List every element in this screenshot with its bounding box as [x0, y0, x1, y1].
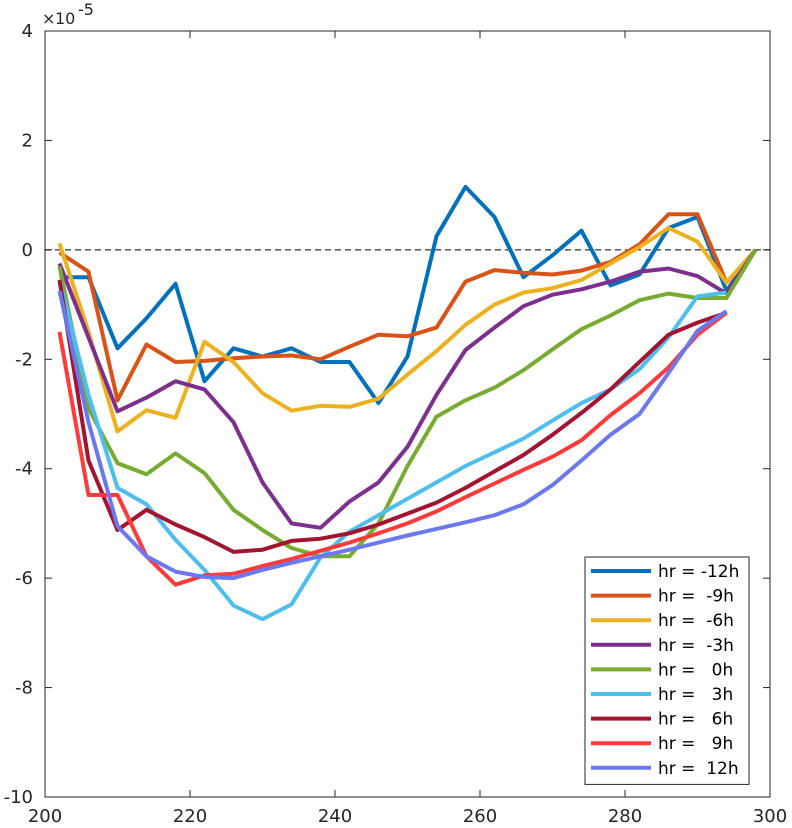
legend-label: hr = 6h — [658, 710, 733, 730]
x-tick-label: 240 — [318, 806, 352, 827]
y-axis-exponent: × 10 -5 — [42, 0, 94, 28]
series-line — [58, 212, 757, 403]
series-lines — [57, 184, 758, 622]
series-line — [59, 184, 758, 406]
series-line — [57, 248, 758, 559]
legend-label: hr = 0h — [658, 660, 733, 680]
legend-label: hr = -9h — [658, 587, 734, 607]
series-line — [57, 311, 728, 587]
x-tick-label: 200 — [28, 806, 62, 827]
y-exponent-power: -5 — [78, 0, 94, 19]
axes — [44, 30, 771, 798]
x-tick-label: 220 — [173, 806, 207, 827]
y-tick-label: 0 — [22, 240, 33, 261]
legend-label: hr = 12h — [658, 759, 739, 779]
y-tick-label: -10 — [4, 787, 33, 808]
y-tick-label: -6 — [15, 568, 33, 589]
legend: hr = -12h hr = -9h hr = -6h hr = -3h hr = 0h… — [584, 556, 750, 785]
y-tick-label: 4 — [22, 21, 33, 42]
axes-box — [44, 30, 771, 798]
y-tick-label: -4 — [15, 459, 33, 480]
x-tick-label: 280 — [608, 806, 642, 827]
legend-label: hr = 9h — [658, 734, 733, 754]
x-tick-label: 300 — [753, 806, 787, 827]
x-tick-label: 260 — [463, 806, 497, 827]
tick-labels: 200 220 240 260 280 300 -10 -8 -6 -4 -2 0 2 4 — [4, 21, 788, 827]
y-tick-label: -8 — [15, 678, 33, 699]
y-tick-label: -2 — [15, 349, 33, 370]
series-line — [57, 226, 757, 434]
series-line — [57, 279, 728, 554]
series-line — [57, 290, 728, 581]
legend-label: hr = -6h — [658, 611, 734, 631]
series-line — [57, 248, 758, 530]
legend-label: hr = 3h — [658, 685, 733, 705]
y-tick-label: 2 — [22, 130, 33, 151]
y-exponent-prefix: × — [42, 9, 55, 28]
legend-label: hr = -3h — [658, 636, 734, 656]
legend-label: hr = -12h — [658, 562, 739, 582]
y-exponent-base: 10 — [55, 9, 75, 28]
